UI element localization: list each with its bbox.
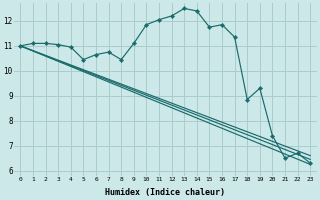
X-axis label: Humidex (Indice chaleur): Humidex (Indice chaleur) (105, 188, 225, 197)
